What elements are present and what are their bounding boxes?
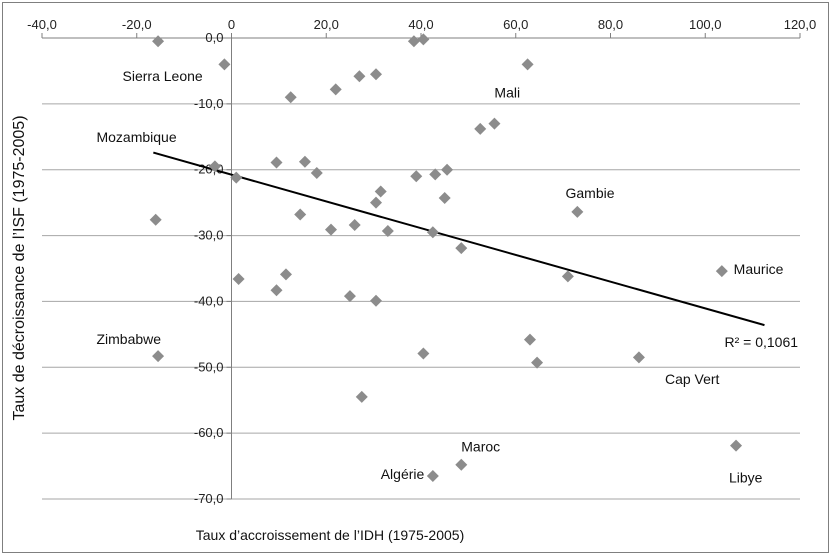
country-label: Mali — [494, 84, 520, 100]
country-label: Libye — [729, 470, 763, 486]
data-point — [343, 290, 356, 303]
data-point — [270, 284, 283, 297]
data-point — [474, 122, 487, 135]
data-point — [715, 265, 728, 278]
x-tick-label: -40,0 — [27, 17, 57, 32]
country-label: Sierra Leone — [123, 68, 203, 84]
y-tick-label: -10,0 — [194, 96, 224, 111]
data-point — [279, 268, 292, 281]
data-point — [355, 390, 368, 403]
data-point — [571, 205, 584, 218]
x-tick-label: 40,0 — [408, 17, 433, 32]
data-point — [369, 294, 382, 307]
trendline — [153, 151, 765, 327]
data-point — [429, 168, 442, 181]
country-label: Zimbabwe — [96, 331, 161, 347]
data-point — [230, 171, 243, 184]
x-tick-label: 20,0 — [314, 17, 339, 32]
data-point — [324, 223, 337, 236]
data-points — [149, 33, 743, 482]
data-point — [561, 270, 574, 283]
data-point — [298, 155, 311, 168]
x-tick-label: 60,0 — [503, 17, 528, 32]
data-point — [531, 356, 544, 369]
data-point — [521, 58, 534, 71]
data-point — [294, 208, 307, 221]
y-tick-label: -60,0 — [194, 425, 224, 440]
data-point — [417, 347, 430, 360]
data-point — [417, 33, 430, 46]
x-tick-label: 120,0 — [784, 17, 817, 32]
data-point — [523, 333, 536, 346]
data-point — [381, 224, 394, 237]
y-tick-label: -70,0 — [194, 491, 224, 506]
annotations: Sierra Leone Mali Mozambique Gambie Maurice Z… — [96, 68, 783, 486]
data-point — [218, 58, 231, 71]
data-point — [208, 160, 221, 173]
data-point — [353, 70, 366, 83]
y-tick-label: -40,0 — [194, 293, 224, 308]
x-tick-label: 80,0 — [598, 17, 623, 32]
axis-titles: Taux d’accroissement de l’IDH (1975-2005… — [11, 115, 464, 543]
x-tick-label: 0 — [228, 17, 235, 32]
y-tick-label: -30,0 — [194, 228, 224, 243]
country-label: Maurice — [734, 261, 784, 277]
trendline-layer: R² = 0,1061 — [153, 151, 798, 350]
country-label: Algérie — [381, 466, 425, 482]
data-point — [284, 91, 297, 104]
data-point — [455, 242, 468, 255]
grid-layer — [42, 103, 800, 500]
data-point — [310, 167, 323, 180]
data-point — [441, 163, 454, 176]
x-tick-label: 100,0 — [689, 17, 722, 32]
country-label: Maroc — [461, 439, 500, 455]
data-point — [270, 156, 283, 169]
data-point — [374, 185, 387, 198]
country-label: Cap Vert — [665, 371, 720, 387]
country-label: Mozambique — [96, 129, 176, 145]
data-point — [407, 35, 420, 48]
data-point — [426, 469, 439, 482]
country-label: Gambie — [565, 185, 614, 201]
x-axis-title: Taux d’accroissement de l’IDH (1975-2005… — [196, 527, 464, 543]
data-point — [149, 213, 162, 226]
data-point — [369, 196, 382, 209]
data-point — [632, 351, 645, 364]
y-axis-title: Taux de décroissance de l’ISF (1975-2005… — [11, 115, 28, 420]
data-point — [152, 35, 165, 48]
data-point — [329, 83, 342, 96]
y-tick-label: 0,0 — [205, 30, 223, 45]
data-point — [438, 192, 451, 205]
data-point — [348, 219, 361, 232]
axis-layer: -40,0 -20,0 0 20,0 40,0 60,0 80,0 100,0 120,0 0,0… — [27, 17, 816, 506]
data-point — [369, 68, 382, 81]
data-point — [426, 226, 439, 239]
data-point — [488, 117, 501, 130]
data-point — [410, 170, 423, 183]
x-tick-label: -20,0 — [122, 17, 152, 32]
data-point — [730, 439, 743, 452]
y-tick-label: -50,0 — [194, 359, 224, 374]
data-point — [152, 350, 165, 363]
data-point — [455, 458, 468, 471]
data-point — [232, 273, 245, 286]
r-squared-label: R² = 0,1061 — [724, 334, 798, 350]
